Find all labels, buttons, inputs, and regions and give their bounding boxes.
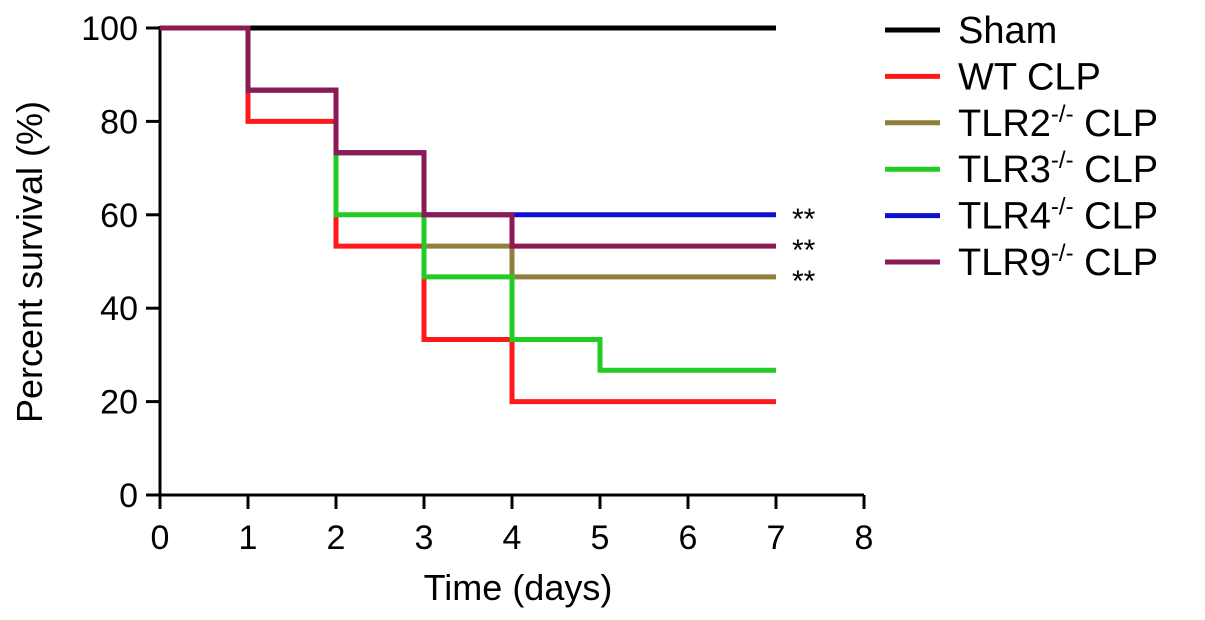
x-tick-label: 3 bbox=[415, 519, 434, 557]
y-tick-label: 60 bbox=[100, 197, 138, 235]
x-tick-label: 6 bbox=[679, 519, 698, 557]
series-lines bbox=[160, 25, 776, 405]
legend-label: TLR3-/- CLP bbox=[958, 147, 1158, 191]
y-tick-label: 20 bbox=[100, 384, 138, 422]
y-tick-label: 100 bbox=[81, 10, 138, 48]
significance-label: ** bbox=[792, 203, 816, 236]
legend-label: WT CLP bbox=[958, 56, 1101, 98]
y-tick-label: 40 bbox=[100, 290, 138, 328]
y-tick-label: 0 bbox=[119, 477, 138, 515]
x-tick-label: 7 bbox=[767, 519, 786, 557]
x-tick-label: 5 bbox=[591, 519, 610, 557]
series-line-tlr3-clp bbox=[160, 25, 776, 373]
significance-label: ** bbox=[792, 265, 816, 298]
x-tick-label: 8 bbox=[855, 519, 874, 557]
y-tick-label: 80 bbox=[100, 103, 138, 141]
legend-label: TLR4-/- CLP bbox=[958, 194, 1158, 238]
x-tick-label: 0 bbox=[151, 519, 170, 557]
significance-label: ** bbox=[792, 234, 816, 267]
legend-label: Sham bbox=[958, 10, 1057, 52]
legend-label: TLR2-/- CLP bbox=[958, 101, 1158, 145]
legend-label: TLR9-/- CLP bbox=[958, 240, 1158, 284]
x-axis-title: Time (days) bbox=[424, 567, 613, 608]
x-tick-label: 1 bbox=[239, 519, 258, 557]
annotations: ****** bbox=[792, 203, 816, 298]
series-line-tlr2-clp bbox=[160, 25, 776, 280]
x-tick-label: 4 bbox=[503, 519, 522, 557]
axes: 0 20 40 60 80 100 0 1 2 3 4 5 6 7 8 bbox=[81, 10, 873, 557]
x-tick-label: 2 bbox=[327, 519, 346, 557]
y-axis-title: Percent survival (%) bbox=[9, 101, 50, 423]
series-line-tlr9-clp bbox=[160, 25, 776, 249]
